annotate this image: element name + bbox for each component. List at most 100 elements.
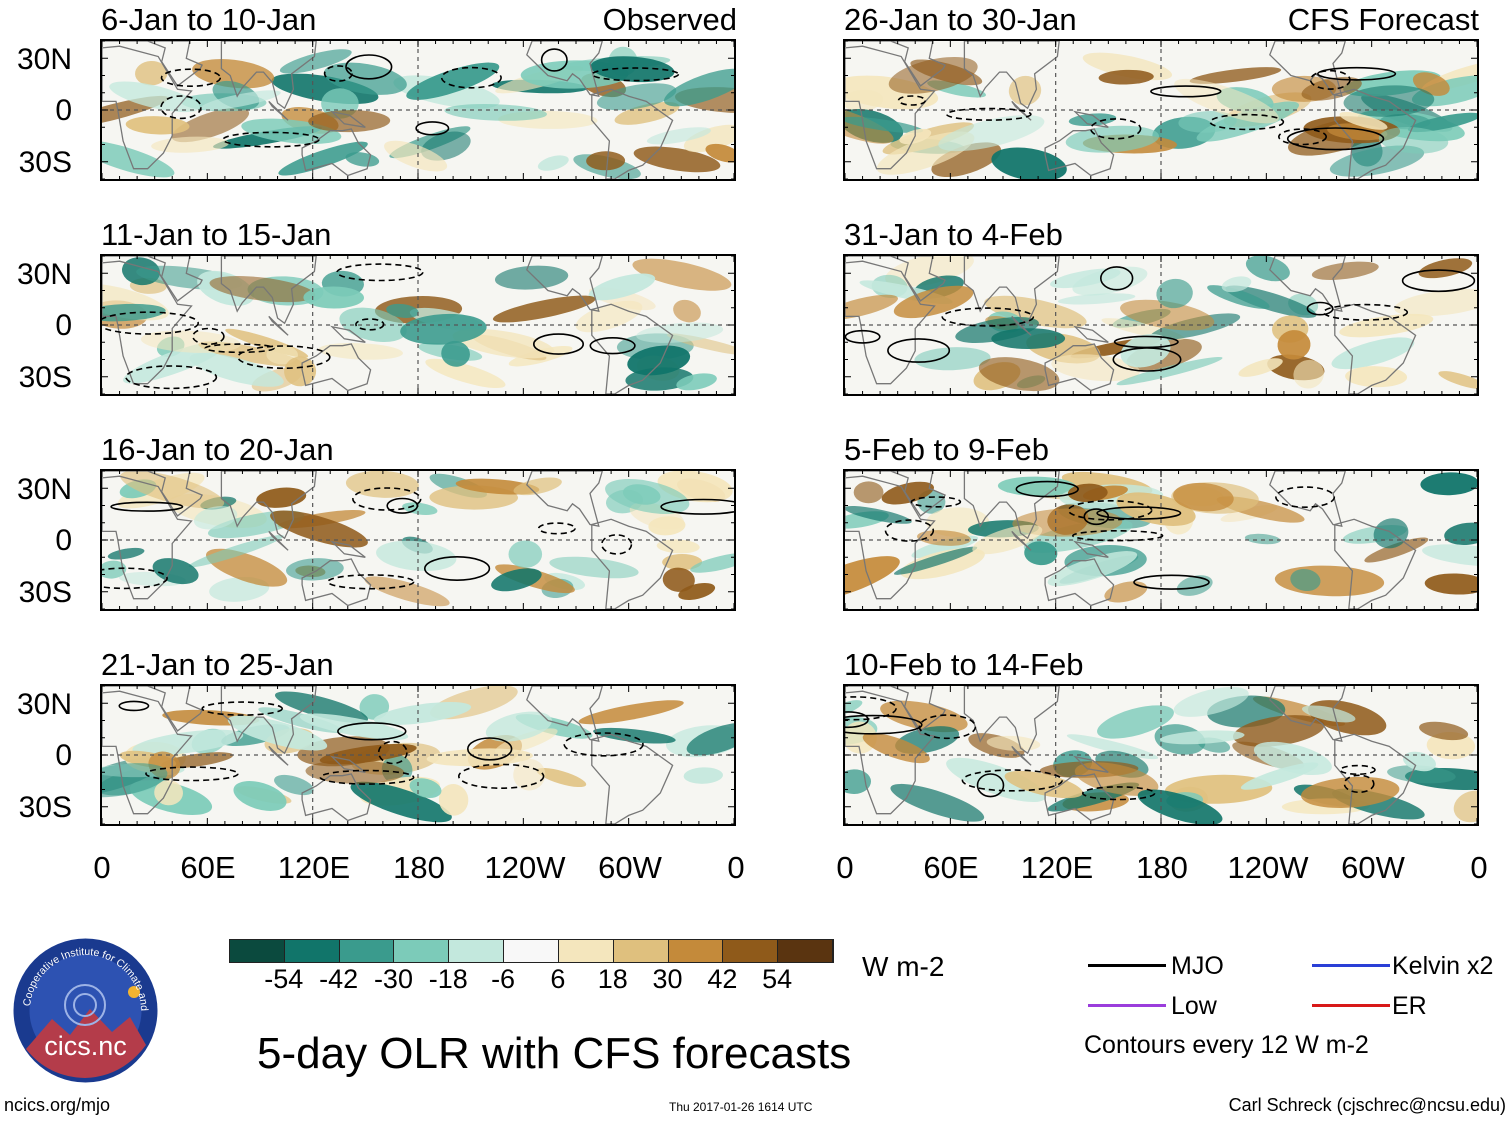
coastline (220, 256, 317, 325)
mjo-contour (845, 329, 881, 344)
main-title: 5-day OLR with CFS forecasts (257, 1029, 852, 1078)
mjo-contour (1072, 529, 1164, 542)
coastline (526, 471, 603, 528)
coastline (845, 471, 946, 517)
olr-anomaly-region (536, 767, 587, 788)
lon-label-60e: 60E (180, 850, 236, 885)
coastline (1011, 530, 1032, 551)
olr-anomaly-region (438, 784, 469, 816)
colorbar-cell (723, 940, 779, 962)
coastline (963, 256, 1060, 325)
mjo-contour (1401, 269, 1476, 293)
olr-anomaly-region (1156, 278, 1193, 309)
olr-anomaly-region (303, 286, 364, 309)
mjo-contour (467, 737, 513, 761)
mjo-contour (897, 95, 927, 106)
colorbar-cell (230, 940, 285, 962)
olr-anomaly-region (1293, 359, 1324, 389)
coastline (268, 100, 289, 121)
olr-anomaly-region (279, 49, 352, 74)
olr-anomaly-region (1424, 573, 1477, 595)
olr-anomaly-region (845, 556, 900, 602)
mjo-contour (976, 773, 1005, 798)
coastline (1011, 745, 1032, 766)
olr-anomaly-region (1173, 686, 1249, 717)
olr-anomaly-region (862, 733, 930, 764)
olr-anomaly-region (1277, 330, 1311, 360)
legend-line-er (1312, 1004, 1390, 1007)
olr-anomaly-region (406, 62, 500, 100)
coastline (526, 41, 603, 98)
coastline (1044, 343, 1115, 392)
olr-anomaly-region (845, 294, 898, 320)
lon-label-120w: 120W (1227, 850, 1309, 885)
lat-label-30n: 30N (16, 688, 72, 721)
coastline (329, 540, 366, 558)
olr-anomaly-region (1378, 126, 1449, 154)
olr-anomaly-region (1290, 568, 1321, 592)
olr-anomaly-region (1174, 78, 1279, 124)
olr-anomaly-region (578, 700, 684, 725)
coastline (1072, 325, 1109, 343)
olr-anomaly-region (845, 104, 894, 144)
olr-anomaly-region (845, 721, 877, 754)
olr-anomaly-region (705, 143, 734, 163)
mjo-contour (1343, 774, 1375, 794)
coastline (1072, 540, 1109, 558)
colorbar-cell (284, 940, 340, 962)
mjo-contour (237, 345, 331, 370)
olr-anomaly-region (1418, 258, 1473, 279)
map-panel-2 (100, 254, 736, 396)
mjo-contour (600, 534, 633, 555)
coastline (1334, 303, 1417, 394)
olr-anomaly-region (1120, 299, 1215, 331)
olr-anomaly-region (278, 141, 368, 176)
olr-anomaly-region (109, 81, 200, 113)
olr-anomaly-region (596, 83, 677, 111)
coastline (1044, 558, 1115, 607)
mjo-contour (337, 722, 407, 741)
olr-anomaly-region (845, 505, 912, 524)
olr-anomaly-region (1221, 276, 1252, 293)
olr-anomaly-region (444, 103, 547, 121)
olr-anomaly-region (1253, 741, 1332, 775)
coastline (102, 686, 203, 732)
coastline (102, 471, 203, 517)
mjo-contour (589, 336, 636, 355)
colorbar-tick-label: 30 (652, 964, 683, 994)
legend-contour-note: Contours every 12 W m-2 (1084, 1031, 1369, 1059)
olr-anomaly-region (386, 303, 419, 318)
olr-anomaly-region (1057, 293, 1136, 305)
lon-label-0: 0 (1470, 850, 1488, 885)
footer-url[interactable]: ncics.org/mjo (4, 1095, 111, 1115)
olr-anomaly-region (890, 783, 985, 822)
olr-anomaly-region (673, 299, 701, 323)
olr-anomaly-region (1159, 730, 1245, 745)
coastline (845, 686, 946, 732)
olr-anomaly-region (1047, 551, 1138, 587)
olr-anomaly-region (441, 340, 470, 367)
olr-anomaly-region (193, 506, 238, 530)
olr-anomaly-region (1301, 705, 1356, 723)
olr-anomaly-region (686, 722, 734, 756)
mjo-contour (1096, 506, 1182, 520)
colorbar-cell (558, 940, 614, 962)
olr-anomaly-region (590, 56, 675, 83)
coastline (591, 518, 674, 609)
olr-anomaly-region (376, 540, 457, 572)
olr-anomaly-region (537, 155, 569, 171)
olr-anomaly-region (120, 471, 225, 509)
coastline (845, 260, 936, 385)
coastline (963, 471, 1060, 540)
colorbar-cell (394, 940, 450, 962)
mjo-contour (386, 497, 419, 514)
coastline (220, 471, 317, 540)
colorbar-units: W m-2 (862, 951, 945, 982)
panel-tag-cfs-forecast: CFS Forecast (1287, 2, 1479, 37)
colorbar-ticks: -54 -42 -30 -18 -6 6 18 30 42 54 (229, 966, 834, 996)
coastline (102, 41, 203, 87)
legend-line-mjo (1088, 964, 1166, 967)
coastline (102, 260, 193, 385)
olr-anomaly-region (1420, 472, 1477, 496)
legend-label-kelvin: Kelvin x2 (1392, 952, 1494, 980)
